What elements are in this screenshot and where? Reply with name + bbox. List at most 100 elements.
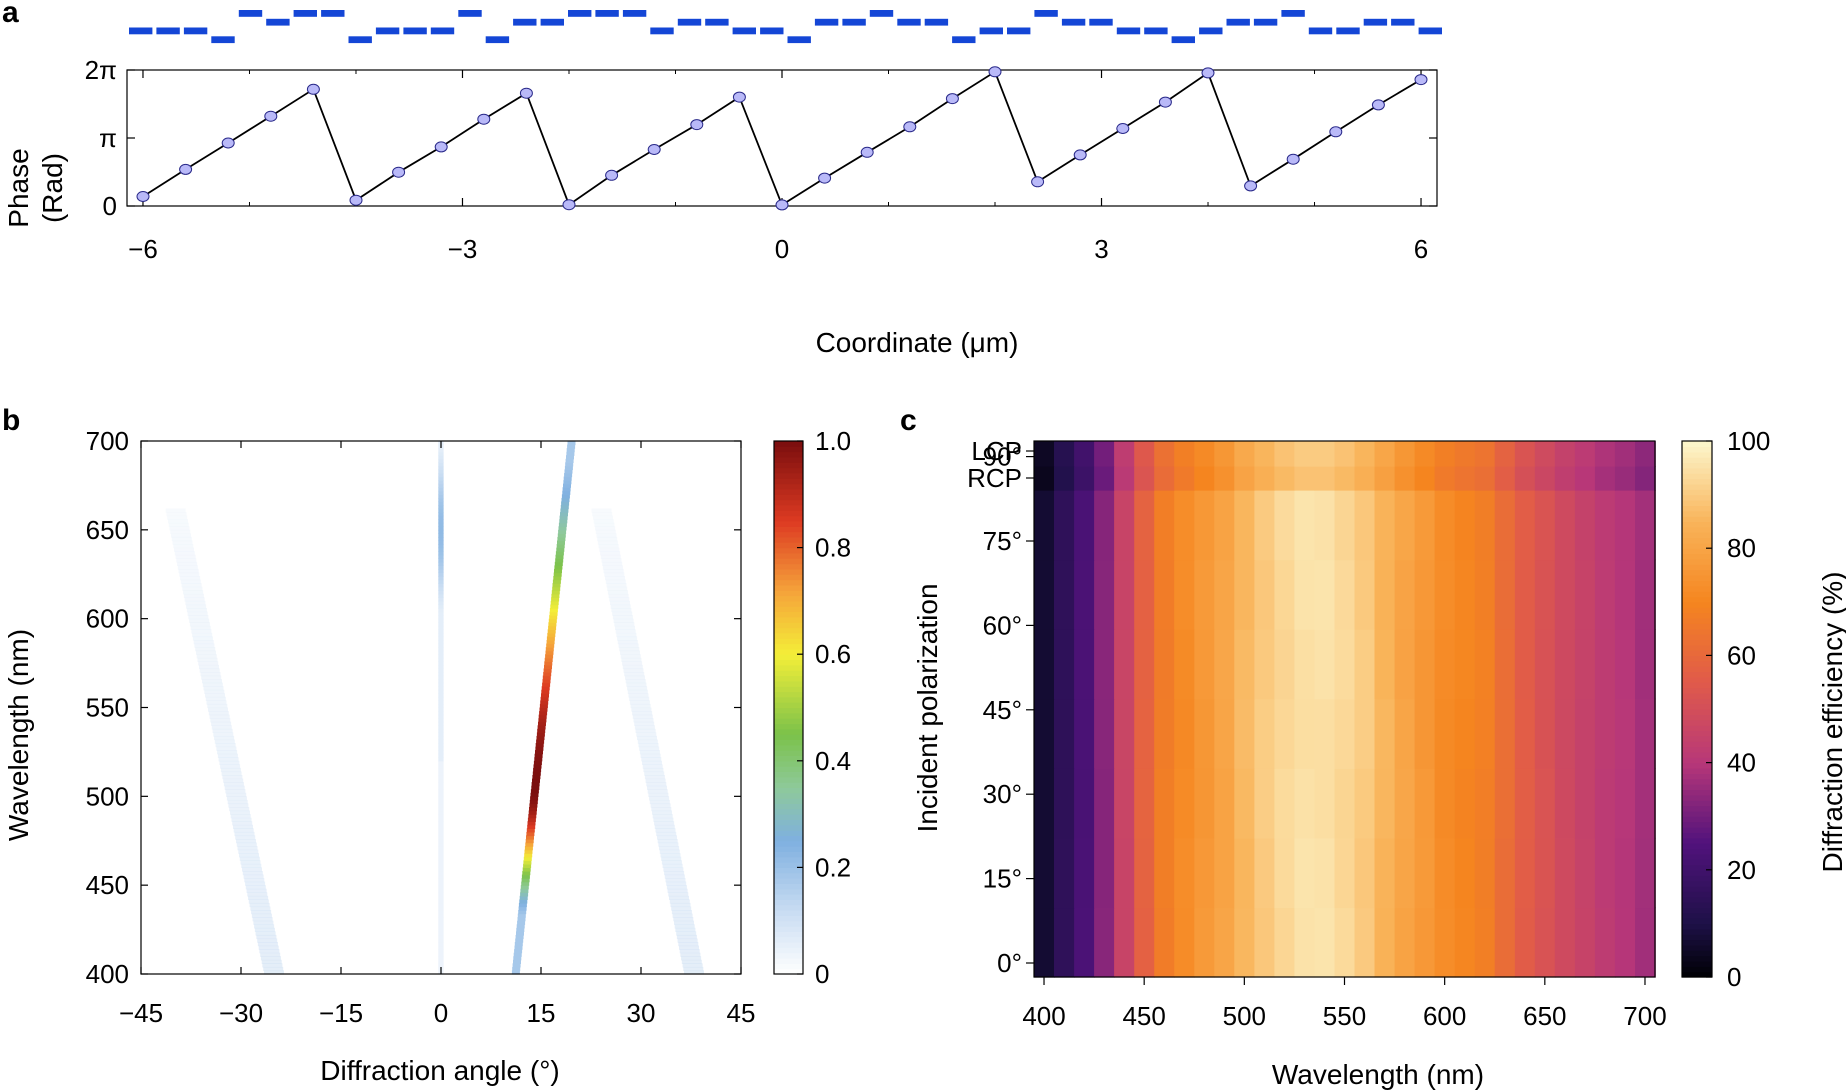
diffraction-intensity-cell — [683, 966, 704, 972]
diffraction-intensity-cell — [438, 625, 444, 630]
efficiency-colorbar-cell — [1682, 521, 1712, 528]
diffraction-intensity-cell — [260, 952, 281, 957]
diffraction-colorbar-cell — [774, 787, 803, 794]
metasurface-pillar — [485, 36, 510, 44]
diffraction-intensity-cell — [438, 487, 444, 492]
diffraction-colorbar-cell — [774, 888, 803, 895]
diffraction-intensity-cell — [611, 608, 632, 613]
diffraction-intensity-cell — [195, 647, 216, 652]
diffraction-intensity-cell — [211, 721, 232, 726]
diffraction-intensity-cell — [533, 767, 542, 773]
diffraction-intensity-cell — [238, 849, 259, 854]
efficiency-colorbar-cell — [1682, 859, 1712, 866]
efficiency-colorbar-cell — [1682, 446, 1712, 453]
metasurface-pillar — [183, 27, 208, 35]
diffraction-intensity-cell — [633, 718, 654, 723]
diffraction-intensity-cell — [558, 526, 567, 531]
efficiency-cell — [1234, 441, 1256, 467]
efficiency-cell — [1194, 466, 1216, 491]
diffraction-intensity-cell — [551, 590, 560, 595]
efficiency-colorbar-cell — [1682, 510, 1712, 517]
diffraction-intensity-cell — [655, 828, 676, 833]
diffraction-intensity-cell — [600, 554, 621, 559]
diffraction-intensity-cell — [438, 952, 444, 957]
diffraction-intensity-cell — [658, 842, 679, 847]
efficiency-cell — [1274, 907, 1296, 978]
efficiency-colorbar-cell — [1682, 601, 1712, 608]
diffraction-intensity-cell — [625, 675, 645, 680]
efficiency-cell — [1474, 629, 1496, 700]
diffraction-intensity-cell — [438, 963, 444, 968]
diffraction-intensity-cell — [661, 860, 682, 865]
diffraction-intensity-cell — [438, 807, 444, 812]
diffraction-intensity-cell — [598, 544, 619, 549]
phase-point — [477, 113, 491, 125]
efficiency-cell — [1474, 768, 1496, 839]
diffraction-colorbar-cell — [774, 926, 803, 932]
efficiency-cell — [1154, 466, 1175, 491]
diffraction-intensity-cell — [641, 757, 662, 762]
diffraction-intensity-cell — [531, 782, 540, 787]
efficiency-cell — [1314, 490, 1336, 561]
diffraction-intensity-cell — [656, 831, 677, 837]
diffraction-intensity-cell — [438, 714, 444, 719]
diffraction-xtick-label: 0 — [434, 998, 448, 1028]
diffraction-intensity-cell — [627, 686, 648, 691]
efficiency-colorbar-cell — [1682, 934, 1712, 941]
efficiency-cell — [1635, 559, 1656, 630]
diffraction-intensity-cell — [232, 821, 253, 826]
efficiency-colorbar-cell — [1682, 810, 1712, 817]
diffraction-intensity-cell — [661, 856, 682, 861]
diffraction-colorbar-cell — [774, 558, 803, 565]
diffraction-intensity-cell — [256, 934, 277, 940]
efficiency-cell — [1234, 559, 1256, 630]
diffraction-intensity-cell — [438, 693, 444, 698]
diffraction-intensity-cell — [438, 650, 444, 655]
diffraction-intensity-cell — [547, 629, 556, 634]
diffraction-colorbar-cell — [774, 840, 803, 847]
efficiency-colorbar-cell — [1682, 467, 1712, 474]
diffraction-intensity-cell — [438, 483, 444, 488]
diffraction-colorbar-frame — [773, 440, 804, 975]
phase-point — [1116, 123, 1130, 134]
efficiency-cell — [1054, 698, 1075, 769]
diffraction-intensity-cell — [236, 842, 257, 847]
diffraction-intensity-cell — [549, 615, 558, 620]
efficiency-cell — [1494, 490, 1516, 561]
diffraction-intensity-cell — [625, 679, 646, 684]
efficiency-colorbar-cell — [1682, 575, 1712, 581]
diffraction-colorbar-cell — [774, 670, 803, 677]
efficiency-colorbar-cell — [1682, 494, 1712, 501]
diffraction-intensity-cell — [562, 490, 571, 495]
phase-xtick-label: −3 — [448, 234, 478, 264]
efficiency-cell — [1334, 907, 1356, 978]
diffraction-intensity-cell — [259, 949, 280, 954]
efficiency-cell — [1574, 629, 1596, 700]
efficiency-cell — [1294, 837, 1316, 909]
diffraction-colorbar-cell — [774, 968, 803, 975]
efficiency-cell — [1214, 466, 1236, 491]
efficiency-colorbar-cell — [1682, 757, 1712, 764]
efficiency-cell — [1354, 768, 1376, 839]
diffraction-intensity-cell — [199, 664, 219, 670]
diffraction-colorbar-cell — [774, 563, 803, 570]
diffraction-intensity-cell — [438, 739, 444, 744]
phase-point — [179, 163, 193, 175]
diffraction-intensity-cell — [515, 934, 524, 940]
efficiency-cell — [1074, 490, 1095, 561]
diffraction-intensity-cell — [555, 554, 564, 559]
efficiency-colorbar-cell — [1682, 516, 1712, 522]
phase-point — [860, 146, 874, 158]
efficiency-cell — [1434, 441, 1456, 467]
diffraction-ytick-label: 500 — [86, 781, 129, 811]
efficiency-xtick-label: 550 — [1323, 1001, 1366, 1031]
metasurface-pillar — [814, 18, 839, 26]
diffraction-intensity-cell — [219, 760, 240, 765]
diffraction-intensity-cell — [666, 885, 687, 890]
diffraction-intensity-cell — [560, 512, 568, 517]
efficiency-cell — [1134, 466, 1155, 491]
efficiency-cell — [1214, 768, 1236, 839]
diffraction-ytick-label: 600 — [86, 604, 129, 634]
diffraction-intensity-cell — [671, 906, 692, 911]
diffraction-intensity-cell — [261, 959, 282, 964]
